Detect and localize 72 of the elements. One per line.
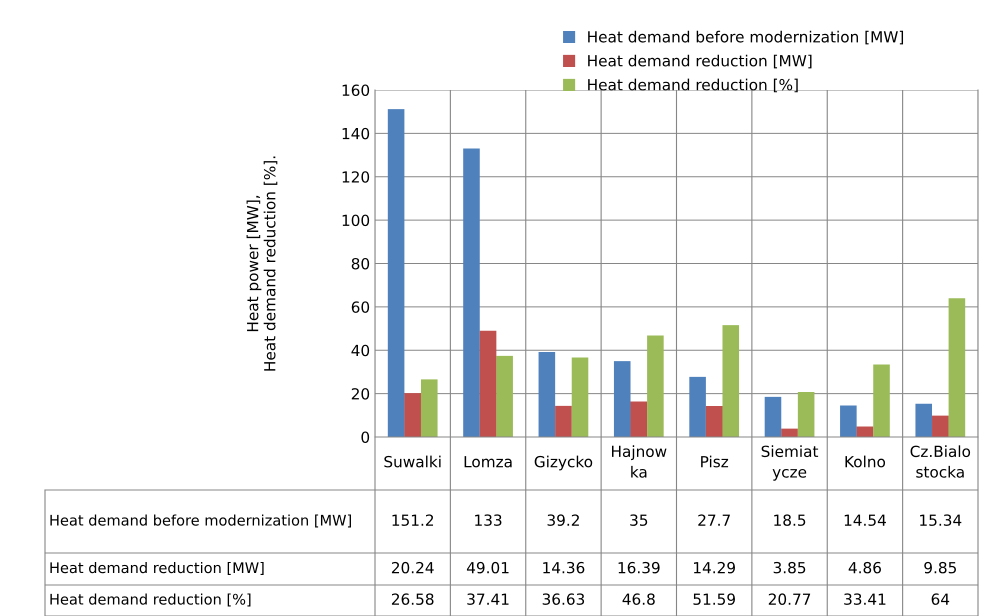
y-tick-label: 40 xyxy=(351,344,370,356)
bar xyxy=(856,426,874,437)
data-label: 151.2 xyxy=(392,514,434,526)
bar xyxy=(948,298,966,437)
bar xyxy=(873,364,890,437)
text: Heat demand reduction [%] xyxy=(50,593,250,606)
bar xyxy=(630,401,648,437)
bar xyxy=(781,428,798,437)
bar xyxy=(480,330,496,437)
bar xyxy=(404,393,421,437)
y-axis-title: Heat power [MW], Heat demand reduction [%]. xyxy=(246,156,278,371)
data-label: 16.39 xyxy=(618,562,660,574)
bar xyxy=(496,356,513,437)
data-label: 20.24 xyxy=(392,562,434,574)
data-label: 33.41 xyxy=(844,593,886,605)
y-tick-label: 0 xyxy=(361,431,370,444)
x-tick-label: Kolno xyxy=(846,456,886,468)
bar xyxy=(915,404,932,437)
bar xyxy=(388,109,404,437)
data-label: 14.29 xyxy=(694,562,735,574)
legend-label: Heat demand reduction [MW] xyxy=(588,54,812,68)
x-tick-label: Suwalki xyxy=(384,456,441,468)
y-tick-label: 20 xyxy=(352,388,370,400)
data-label: 9.85 xyxy=(924,562,956,574)
y-tick-label: 160 xyxy=(342,84,370,96)
x-tick-label: Cz.Bialo stocka xyxy=(910,445,970,478)
bar xyxy=(614,361,631,437)
data-label: 4.86 xyxy=(848,562,881,574)
data-label: 36.63 xyxy=(542,593,584,605)
data-label: 15.34 xyxy=(920,514,962,526)
data-label: 39.2 xyxy=(548,514,579,526)
x-tick-label: Hajnow ka xyxy=(612,445,666,478)
x-tick-label: Pisz xyxy=(701,456,728,468)
legend-label: Heat demand before modernization [MW] xyxy=(588,30,904,44)
bar xyxy=(706,406,722,437)
y-tick-label: 60 xyxy=(352,301,370,313)
y-tick-label: 100 xyxy=(342,214,370,226)
data-label: 51.59 xyxy=(694,593,735,605)
y-tick-label: 140 xyxy=(342,128,370,140)
legend-label: Heat demand reduction [%] xyxy=(588,78,798,92)
data-label: 35 xyxy=(630,514,648,526)
data-label: 20.77 xyxy=(768,593,810,605)
x-tick-label: Lomza xyxy=(464,456,512,468)
bar xyxy=(420,379,438,437)
x-tick-label: Gizycko xyxy=(534,456,592,470)
y-tick-label: 80 xyxy=(352,258,370,270)
bar xyxy=(932,416,949,437)
bar xyxy=(722,325,740,437)
data-label: 133 xyxy=(475,514,502,526)
y-tick-label: 120 xyxy=(342,171,370,183)
data-label: 18.5 xyxy=(774,514,806,526)
data-label: 14.54 xyxy=(844,514,886,526)
bar xyxy=(572,358,588,437)
data-label: 14.36 xyxy=(543,562,584,574)
x-tick-label: Siemiat ycze xyxy=(762,445,818,481)
bar xyxy=(538,352,556,437)
text: Heat demand reduction [MW] xyxy=(50,562,264,575)
data-label: 46.8 xyxy=(622,593,655,605)
data-label: 49.01 xyxy=(466,562,509,574)
bar xyxy=(555,406,572,437)
bar xyxy=(764,396,782,437)
bar xyxy=(798,392,814,437)
data-label: 27.7 xyxy=(698,514,730,526)
bar xyxy=(689,376,706,437)
data-label: 37.41 xyxy=(467,593,509,605)
bar xyxy=(840,405,857,437)
data-label: 64 xyxy=(932,593,950,605)
bar xyxy=(647,336,664,437)
bar xyxy=(463,148,480,437)
text: Heat demand before modernization [MW] xyxy=(50,514,351,528)
data-label: 3.85 xyxy=(774,562,806,574)
data-label: 26.58 xyxy=(392,593,434,605)
